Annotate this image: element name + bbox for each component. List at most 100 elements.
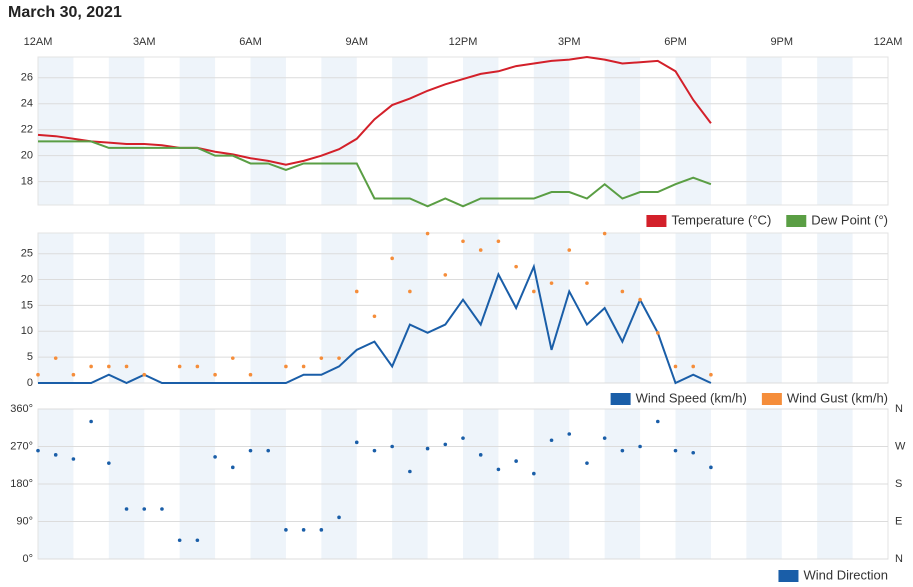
x-tick-label: 9PM [770, 36, 793, 48]
series-point [301, 528, 306, 532]
series-point [443, 442, 448, 447]
series-point [266, 448, 271, 453]
y2-tick-label: N [895, 403, 903, 415]
series-point [620, 448, 625, 453]
series-point [230, 356, 235, 360]
legend-swatch [778, 570, 799, 582]
y-tick-label: 26 [21, 72, 33, 84]
series-point [478, 453, 483, 457]
hour-band [38, 233, 74, 383]
hour-band [250, 57, 286, 205]
plot-frame [37, 56, 889, 206]
series-point [620, 289, 625, 294]
hour-band [817, 57, 853, 205]
y2-tick-label: N [895, 553, 903, 565]
series-point [319, 528, 324, 532]
series-point [372, 448, 377, 453]
hour-band [746, 57, 782, 205]
legend-swatch [761, 393, 782, 405]
series-point [107, 364, 111, 369]
legend-label: Wind Direction [803, 567, 888, 582]
y-tick-label: 90° [16, 515, 33, 527]
series-point [177, 364, 182, 369]
hour-band [179, 233, 216, 383]
y-tick-label: 5 [27, 351, 33, 363]
series-point [160, 507, 164, 511]
series-point [71, 457, 76, 461]
series-point [142, 372, 147, 377]
y-tick-label: 0 [27, 377, 33, 389]
series-point [673, 364, 678, 369]
hour-band [108, 233, 145, 383]
series-point [319, 356, 324, 360]
series-point [390, 256, 394, 261]
y-tick-label: 18 [21, 176, 33, 188]
series-point [549, 438, 554, 443]
hour-band [250, 233, 286, 383]
series-point [213, 372, 217, 377]
x-tick-label: 9AM [345, 36, 368, 48]
series-point [177, 538, 182, 543]
x-tick-label: 3PM [558, 36, 581, 48]
series-point [408, 469, 412, 474]
y2-tick-label: S [895, 478, 902, 490]
series-point [107, 461, 111, 465]
series-point [425, 231, 430, 236]
series-point [408, 289, 412, 294]
series-point [709, 465, 713, 470]
series-point [301, 364, 306, 369]
series-point [89, 364, 93, 369]
legend-label: Wind Speed (km/h) [636, 390, 747, 405]
x-tick-label: 3AM [133, 36, 156, 48]
page-title: March 30, 2021 [8, 4, 122, 21]
series-point [461, 436, 465, 440]
series-point [337, 356, 341, 360]
series-point [567, 432, 572, 436]
series-point [284, 364, 288, 369]
series-point [213, 455, 217, 459]
hour-band [392, 233, 428, 383]
y-tick-label: 20 [21, 273, 33, 285]
y-tick-label: 20 [21, 150, 33, 162]
y-tick-label: 25 [21, 248, 33, 260]
series-point [585, 461, 589, 465]
series-point [372, 314, 377, 319]
y-tick-label: 0° [22, 553, 33, 565]
series-point [478, 248, 483, 252]
series-point [425, 446, 430, 451]
hour-band [604, 233, 641, 383]
hour-band [321, 233, 357, 383]
series-point [602, 436, 607, 440]
series-point [673, 448, 678, 453]
series-point [248, 372, 253, 377]
series-point [89, 419, 93, 424]
x-tick-label: 12AM [24, 36, 53, 48]
legend-label: Temperature (°C) [671, 212, 771, 227]
series-point [248, 448, 253, 453]
series-point [53, 453, 58, 457]
series-point [655, 419, 660, 424]
series-point [36, 372, 40, 377]
hour-band [817, 233, 853, 383]
hour-band [746, 233, 782, 383]
series-point [514, 264, 518, 269]
y-tick-label: 360° [10, 403, 33, 415]
series-point [354, 289, 359, 294]
y-tick-label: 24 [21, 98, 33, 110]
series-point [337, 515, 341, 520]
series-point [638, 297, 642, 302]
hour-band [321, 57, 357, 205]
legend-swatch [786, 215, 807, 227]
y2-tick-label: W [895, 440, 906, 452]
hour-band [533, 57, 570, 205]
hour-band [179, 57, 216, 205]
series-point [691, 364, 696, 369]
series-point [53, 356, 58, 360]
series-point [514, 459, 518, 463]
series-line [37, 55, 712, 166]
y-tick-label: 10 [21, 325, 33, 337]
legend-label: Dew Point (°) [811, 212, 888, 227]
series-point [549, 281, 554, 285]
legend-label: Wind Gust (km/h) [787, 390, 888, 405]
series-point [195, 538, 200, 543]
